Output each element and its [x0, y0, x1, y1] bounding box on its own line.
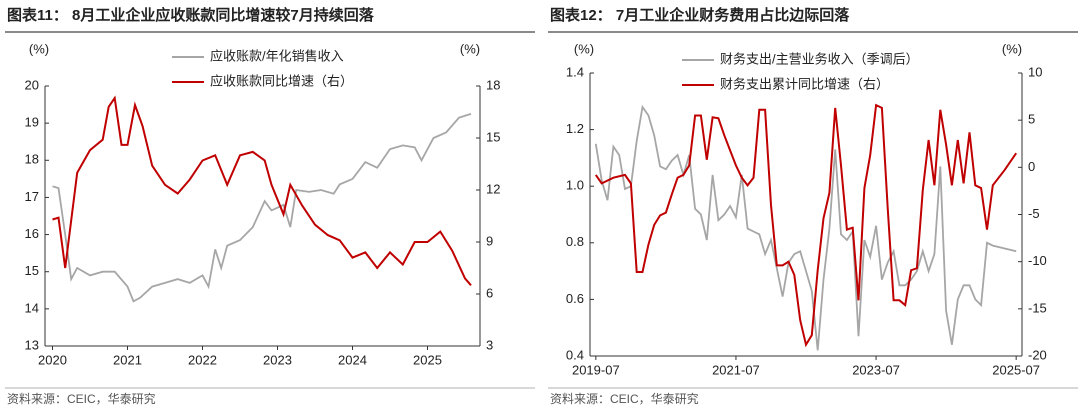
y-tick-label: 20	[25, 77, 39, 92]
y2-unit: (%)	[460, 41, 480, 56]
source: 资料来源：CEIC，华泰研究	[550, 391, 699, 406]
x-tick-label: 2020	[38, 352, 67, 367]
legend-label: 财务支出累计同比增速（右）	[720, 76, 889, 91]
y2-tick-label: 15	[486, 129, 500, 144]
y2-tick-label: -20	[1028, 347, 1047, 362]
legend-label: 财务支出/主营业务收入（季调后）	[720, 51, 919, 66]
x-tick-label: 2023	[263, 352, 292, 367]
y-tick-label: 1.4	[566, 64, 584, 79]
x-tick-label: 2024	[338, 352, 367, 367]
series-line	[594, 103, 1018, 348]
x-tick-label: 2025-07	[992, 362, 1040, 377]
x-tick-label: 2023-07	[852, 362, 900, 377]
x-tick-label: 2019-07	[572, 362, 620, 377]
y-tick-label: 16	[25, 226, 39, 241]
y-tick-label: 19	[25, 115, 39, 130]
y-tick-label: 14	[25, 300, 39, 315]
legend-label: 应收账款同比增速（右）	[210, 73, 353, 88]
y2-tick-label: 12	[486, 181, 500, 196]
series-line	[594, 104, 1017, 351]
x-tick-label: 2025	[413, 352, 442, 367]
y2-tick-label: 0	[1028, 159, 1035, 174]
y-tick-label: 0.8	[566, 234, 584, 249]
chart-title: 图表11： 8月工业企业应收账款同比增速较7月持续回落	[7, 6, 375, 24]
y2-tick-label: 3	[486, 337, 493, 352]
y2-tick-label: 5	[1028, 112, 1035, 127]
y2-tick-label: 10	[1028, 64, 1042, 79]
x-tick-label: 2021	[113, 352, 142, 367]
y-tick-label: 15	[25, 263, 39, 278]
y-tick-label: 18	[25, 152, 39, 167]
series-line	[52, 95, 472, 286]
y2-unit: (%)	[1002, 41, 1022, 56]
legend-label: 应收账款/年化销售收入	[210, 48, 344, 63]
y2-tick-label: -10	[1028, 253, 1047, 268]
y-tick-label: 1.2	[566, 121, 584, 136]
y2-tick-label: -15	[1028, 300, 1047, 315]
y-unit: (%)	[574, 41, 594, 56]
y2-tick-label: 6	[486, 285, 493, 300]
chart-title: 图表12： 7月工业企业财务费用占比边际回落	[550, 6, 850, 24]
y-tick-label: 1.0	[566, 178, 584, 193]
y-unit: (%)	[29, 41, 49, 56]
series-line	[52, 113, 472, 303]
y-tick-label: 0.4	[566, 347, 584, 362]
y2-tick-label: -5	[1028, 206, 1040, 221]
x-tick-label: 2022	[188, 352, 217, 367]
y-tick-label: 17	[25, 189, 39, 204]
x-tick-label: 2021-07	[712, 362, 760, 377]
y-tick-label: 0.6	[566, 291, 584, 306]
y2-tick-label: 18	[486, 77, 500, 92]
y-tick-label: 13	[25, 337, 39, 352]
y2-tick-label: 9	[486, 233, 493, 248]
source: 资料来源：CEIC，华泰研究	[7, 391, 156, 406]
